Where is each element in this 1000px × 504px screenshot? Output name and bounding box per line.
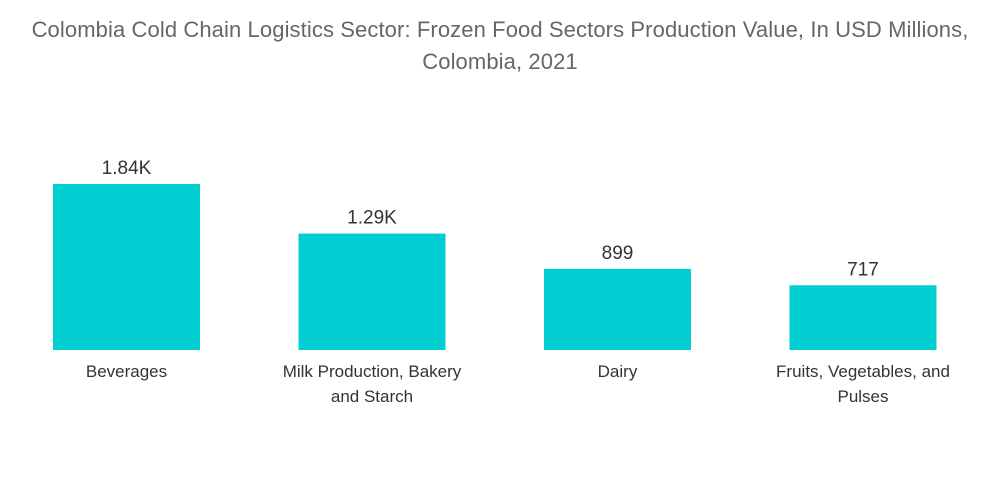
category-label-2-line-0: Dairy [598, 362, 638, 381]
value-label-1: 1.29K [347, 208, 397, 229]
category-label-3-line-1: Pulses [837, 387, 888, 406]
category-label-1-line-0: Milk Production, Bakery [283, 362, 462, 381]
bar-3 [789, 285, 937, 350]
value-label-0: 1.84K [102, 158, 152, 179]
category-label-0-line-0: Beverages [86, 362, 167, 381]
bar-2 [544, 268, 691, 350]
value-label-3: 717 [847, 259, 879, 280]
chart-title: Colombia Cold Chain Logistics Sector: Fr… [31, 17, 969, 74]
value-label-2: 899 [602, 243, 634, 264]
category-label-1-line-1: and Starch [331, 387, 413, 406]
category-label-3-line-0: Fruits, Vegetables, and [776, 362, 950, 381]
bar-1 [298, 233, 446, 350]
bar-0 [53, 184, 200, 350]
